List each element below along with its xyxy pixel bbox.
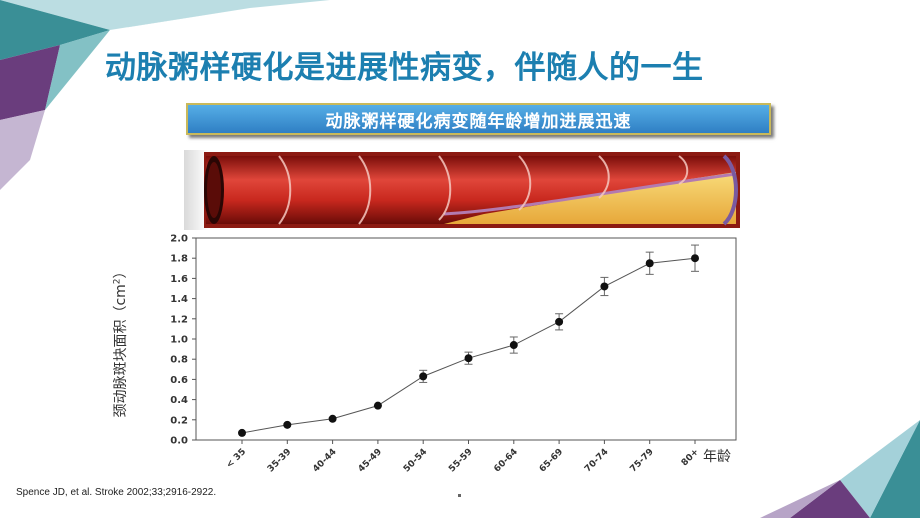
x-tick-label: 40-44: [311, 447, 338, 474]
data-point: [645, 259, 654, 268]
data-point: [555, 317, 564, 326]
data-point: [238, 428, 246, 437]
slide-title: 动脉粥样硬化是进展性病变，伴随人的一生: [105, 50, 704, 86]
chart-axes: [195, 237, 737, 441]
y-tick-label: 0.8: [170, 355, 188, 366]
data-point: [600, 282, 609, 291]
banner-text: 动脉粥样硬化病变随年龄增加进展迅速: [325, 111, 632, 132]
x-tick-label: 50-54: [402, 447, 429, 474]
plot-frame: [195, 237, 737, 441]
x-tick-label: 70-74: [583, 447, 610, 474]
citation: Spence JD, et al. Stroke 2002;33;2916-29…: [16, 487, 217, 498]
y-axis-label: 颈动脉斑块面积（cm2）: [112, 264, 129, 418]
data-point: [509, 341, 518, 350]
data-point: [419, 372, 428, 381]
y-tick-label: 1.6: [170, 274, 188, 285]
y-tick-label: 1.8: [170, 254, 188, 265]
x-tick-label: 65-69: [538, 447, 565, 474]
x-tick-label: < 35: [225, 447, 248, 470]
x-tick-label: 60-64: [492, 447, 519, 474]
subtitle-banner: 动脉粥样硬化病变随年龄增加进展迅速: [186, 103, 771, 135]
x-tick-label: 35-39: [266, 447, 293, 474]
x-axis-ticks: < 35 35-39 40-44 45-49 50-54 55-59 60-64 65-69 7…: [225, 440, 701, 474]
y-tick-label: 2.0: [170, 234, 188, 245]
x-tick-label: 80+: [680, 447, 701, 468]
page-dot: [458, 494, 461, 497]
y-tick-label: 0.4: [170, 395, 188, 406]
y-axis-ticks: 0.0 0.2 0.4 0.6 0.8 1.0 1.2 1.4 1.6 1.8 2.0: [170, 234, 196, 447]
data-point: [691, 254, 699, 263]
x-tick-label: 45-49: [357, 447, 384, 474]
y-tick-label: 0.6: [170, 375, 188, 386]
y-tick-label: 0.2: [170, 415, 188, 426]
x-tick-label: 55-59: [447, 447, 474, 474]
artery-plaque-icon: [204, 152, 740, 228]
data-point: [373, 401, 382, 410]
x-tick-label: 75-79: [628, 447, 655, 474]
data-point: [464, 354, 473, 363]
y-tick-label: 1.4: [170, 294, 188, 305]
y-tick-label: 1.2: [170, 314, 188, 325]
y-tick-label: 0.0: [170, 436, 188, 447]
series-line: [241, 257, 696, 434]
top-left-corner-decoration: [0, 0, 330, 190]
y-tick-label: 1.0: [170, 335, 188, 346]
artery-illustration: [184, 150, 742, 230]
data-point: [283, 420, 292, 429]
plaque-area-line-chart: 0.0 0.2 0.4 0.6 0.8 1.0 1.2 1.4 1.6 1.8 2.0 < 35 35…: [170, 234, 737, 474]
x-axis-label: 年龄: [703, 449, 731, 465]
data-point: [328, 414, 337, 423]
series-plaque-area: [238, 244, 699, 437]
bottom-right-corner-decoration: [760, 420, 920, 518]
